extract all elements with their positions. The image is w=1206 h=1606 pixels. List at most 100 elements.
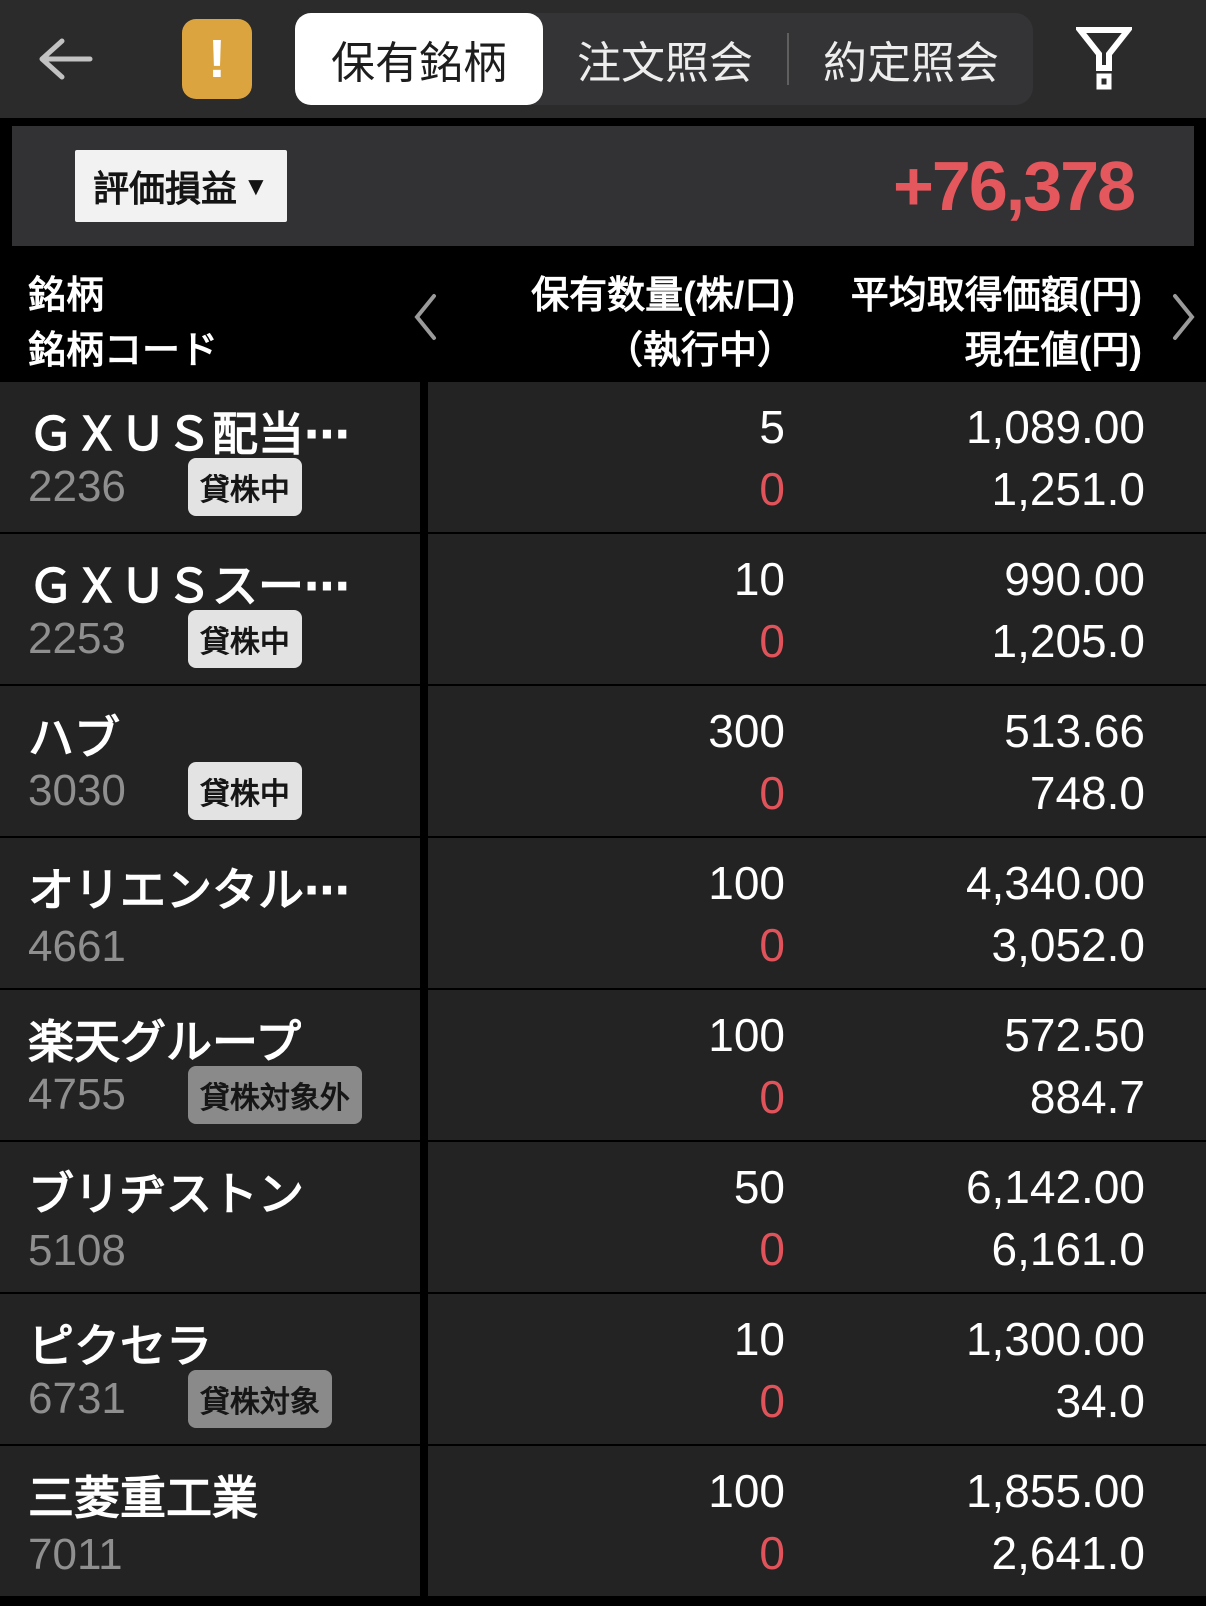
current-price: 2,641.0 xyxy=(991,1527,1145,1579)
caret-down-icon: ▼ xyxy=(243,170,269,201)
average-acquisition-price: 6,142.00 xyxy=(965,1161,1145,1213)
profit-loss-value: +76,378 xyxy=(893,147,1136,225)
lending-status-badge: 貸株対象外 xyxy=(187,1066,362,1124)
holding-row[interactable]: ハブ 3030 貸株中 300 0 513.66 748.0 xyxy=(0,686,1206,838)
stock-code-line: 3030 貸株中 xyxy=(28,762,302,820)
executing-quantity: 0 xyxy=(759,463,785,515)
tab-order-inquiry-label: 注文照会 xyxy=(577,39,753,88)
stock-name: 楽天グループ xyxy=(28,1016,302,1068)
average-acquisition-price: 4,340.00 xyxy=(965,857,1145,909)
header-price-line1: 平均取得価額(円) xyxy=(850,275,1142,317)
header-quantity-line2: （執行中） xyxy=(604,330,795,372)
column-divider xyxy=(420,990,428,1142)
header-name-line2: 銘柄コード xyxy=(28,330,219,372)
summary-bar: 評価損益 ▼ +76,378 xyxy=(12,126,1194,246)
chevron-right-icon xyxy=(1173,294,1195,340)
current-price: 6,161.0 xyxy=(991,1223,1145,1275)
stock-code-line: 4755 貸株対象外 xyxy=(28,1066,362,1124)
holding-row[interactable]: 三菱重工業 7011 100 0 1,855.00 2,641.0 xyxy=(0,1446,1206,1598)
executing-quantity: 0 xyxy=(759,767,785,819)
average-acquisition-price: 1,855.00 xyxy=(965,1465,1145,1517)
holding-row[interactable]: ＧＸＵＳスー⋯ 2253 貸株中 10 0 990.00 1,205.0 xyxy=(0,534,1206,686)
average-acquisition-price: 572.50 xyxy=(1004,1009,1145,1061)
holding-quantity: 100 xyxy=(708,1009,785,1061)
header-name-column: 銘柄 銘柄コード xyxy=(28,252,218,382)
holding-quantity: 300 xyxy=(708,705,785,757)
sort-criteria-label: 評価損益 xyxy=(93,168,238,209)
holding-quantity: 10 xyxy=(733,1313,785,1365)
holding-quantity: 50 xyxy=(733,1161,785,1213)
prev-columns-button[interactable] xyxy=(405,287,445,347)
tab-divider xyxy=(787,33,789,85)
arrow-left-icon xyxy=(39,38,93,80)
stock-name: ピクセラ xyxy=(28,1320,212,1372)
top-bar: ! 保有銘柄 注文照会 約定照会 xyxy=(0,0,1206,118)
executing-quantity: 0 xyxy=(759,1527,785,1579)
lending-status-badge: 貸株中 xyxy=(187,610,302,668)
stock-name: 三菱重工業 xyxy=(28,1472,258,1524)
holding-quantity: 5 xyxy=(759,401,785,453)
holding-row[interactable]: ブリヂストン 5108 50 0 6,142.00 6,161.0 xyxy=(0,1142,1206,1294)
tab-execution-inquiry[interactable]: 約定照会 xyxy=(789,13,1033,105)
current-price: 748.0 xyxy=(1029,767,1145,819)
stock-code: 7011 xyxy=(28,1530,123,1579)
stock-code: 5108 xyxy=(28,1226,126,1275)
column-divider xyxy=(420,382,428,534)
holding-quantity: 100 xyxy=(708,1465,785,1517)
tab-holdings[interactable]: 保有銘柄 xyxy=(295,13,543,105)
executing-quantity: 0 xyxy=(759,1375,785,1427)
holding-row[interactable]: ピクセラ 6731 貸株対象 10 0 1,300.00 34.0 xyxy=(0,1294,1206,1446)
lending-status-badge: 貸株中 xyxy=(187,458,302,516)
column-divider xyxy=(420,686,428,838)
column-divider xyxy=(420,534,428,686)
current-price: 34.0 xyxy=(1055,1375,1145,1427)
holding-row[interactable]: ＧＸＵＳ配当⋯ 2236 貸株中 5 0 1,089.00 1,251.0 xyxy=(0,382,1206,534)
current-price: 1,205.0 xyxy=(991,615,1145,667)
average-acquisition-price: 1,089.00 xyxy=(965,401,1145,453)
holdings-list: ＧＸＵＳ配当⋯ 2236 貸株中 5 0 1,089.00 1,251.0 ＧＸ… xyxy=(0,382,1206,1598)
header-price-line2: 現在値(円) xyxy=(964,330,1142,372)
chevron-left-icon xyxy=(414,294,436,340)
stock-name: ＧＸＵＳ配当⋯ xyxy=(28,408,350,460)
lending-status-badge: 貸株対象 xyxy=(187,1370,332,1428)
stock-code-line: 5108 xyxy=(28,1226,126,1276)
current-price: 3,052.0 xyxy=(991,919,1145,971)
holding-quantity: 100 xyxy=(708,857,785,909)
tab-execution-inquiry-label: 約定照会 xyxy=(823,39,999,88)
tab-holdings-label: 保有銘柄 xyxy=(331,39,507,88)
header-name-line1: 銘柄 xyxy=(28,275,105,317)
alert-button[interactable]: ! xyxy=(182,19,252,99)
exclamation-icon: ! xyxy=(208,29,226,89)
average-acquisition-price: 990.00 xyxy=(1004,553,1145,605)
stock-code-line: 2236 貸株中 xyxy=(28,458,302,516)
executing-quantity: 0 xyxy=(759,1223,785,1275)
average-acquisition-price: 513.66 xyxy=(1004,705,1145,757)
holding-quantity: 10 xyxy=(733,553,785,605)
stock-code: 4755 xyxy=(28,1070,126,1119)
holding-row[interactable]: オリエンタル⋯ 4661 100 0 4,340.00 3,052.0 xyxy=(0,838,1206,990)
tab-order-inquiry[interactable]: 注文照会 xyxy=(543,13,787,105)
header-quantity-column: 保有数量(株/口) （執行中） xyxy=(531,252,795,382)
holding-row[interactable]: 楽天グループ 4755 貸株対象外 100 0 572.50 884.7 xyxy=(0,990,1206,1142)
back-button[interactable] xyxy=(30,24,100,94)
stock-code: 3030 xyxy=(28,766,126,815)
stock-code: 2253 xyxy=(28,614,126,663)
header-price-column: 平均取得価額(円) 現在値(円) xyxy=(851,252,1142,382)
next-columns-button[interactable] xyxy=(1164,287,1204,347)
stock-code-line: 6731 貸株対象 xyxy=(28,1370,332,1428)
current-price: 884.7 xyxy=(1029,1071,1145,1123)
stock-code-line: 2253 貸株中 xyxy=(28,610,302,668)
stock-name: ハブ xyxy=(28,712,120,764)
executing-quantity: 0 xyxy=(759,919,785,971)
sort-criteria-button[interactable]: 評価損益 ▼ xyxy=(75,150,287,222)
stock-code: 2236 xyxy=(28,462,126,511)
average-acquisition-price: 1,300.00 xyxy=(965,1313,1145,1365)
column-divider xyxy=(420,838,428,990)
stock-code-line: 4661 xyxy=(28,922,126,972)
filter-button[interactable] xyxy=(1072,23,1136,95)
table-header: 銘柄 銘柄コード 保有数量(株/口) （執行中） 平均取得価額(円) 現在値(円… xyxy=(0,252,1206,382)
executing-quantity: 0 xyxy=(759,1071,785,1123)
filter-icon xyxy=(1076,27,1132,90)
stock-name: オリエンタル⋯ xyxy=(28,864,350,916)
stock-name: ブリヂストン xyxy=(28,1168,304,1220)
